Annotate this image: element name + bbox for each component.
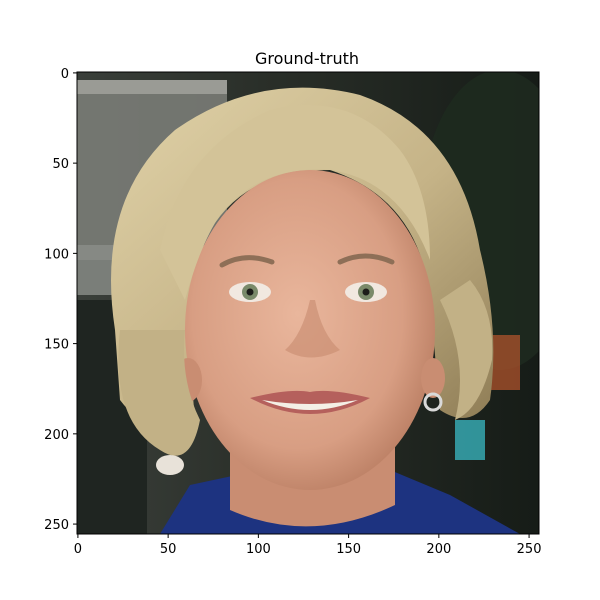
x-tick-label: 200 xyxy=(426,542,451,557)
y-tick-label: 200 xyxy=(44,428,69,443)
face-photo xyxy=(77,72,539,534)
x-tick-label: 150 xyxy=(336,542,361,557)
plot-title: Ground-truth xyxy=(255,49,359,68)
y-tick-label: 50 xyxy=(52,157,69,172)
y-tick-label: 0 xyxy=(61,67,69,82)
x-axis: 0 50 100 150 200 250 xyxy=(74,534,542,557)
y-tick-label: 150 xyxy=(44,338,69,353)
x-tick-label: 50 xyxy=(160,542,177,557)
y-tick-label: 250 xyxy=(44,518,69,533)
y-axis: 0 50 100 150 200 250 xyxy=(44,67,77,533)
image-frame xyxy=(76,71,540,535)
y-tick-label: 100 xyxy=(44,247,69,262)
x-tick-label: 100 xyxy=(246,542,271,557)
x-tick-label: 0 xyxy=(74,542,82,557)
x-tick-label: 250 xyxy=(517,542,542,557)
